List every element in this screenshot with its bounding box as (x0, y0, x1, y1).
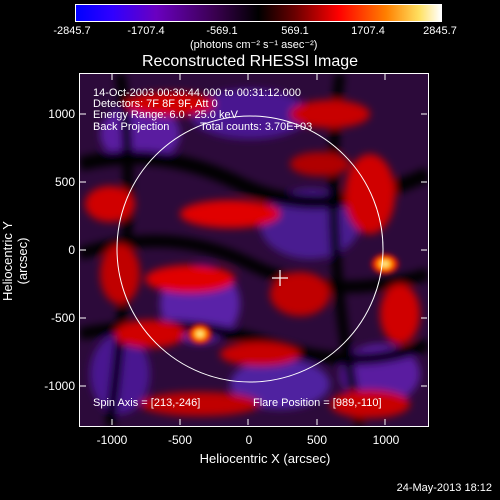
x-tick: -1000 (96, 433, 128, 447)
x-tick: 1000 (372, 433, 400, 447)
colorbar-units: (photons cm⁻² s⁻¹ asec⁻²) (190, 39, 318, 51)
total-counts: Total counts: 3.70E+03 (200, 121, 313, 133)
method: Back Projection (93, 121, 170, 133)
time-range: 14-Oct-2003 00:30:44.000 to 00:31:12.000 (93, 87, 301, 99)
energy-range: Energy Range: 6.0 - 25.0 keV (93, 109, 238, 121)
x-tick: 500 (306, 433, 328, 447)
flare-position: Flare Position = [989,-110] (253, 397, 382, 409)
x-tick: -500 (167, 433, 193, 447)
y-tick: 1000 (48, 107, 75, 121)
y-axis-label: Heliocentric Y (arcsec) (0, 221, 30, 301)
y-tick: -500 (50, 311, 75, 325)
colorbar (75, 4, 442, 22)
rhessi-image (80, 74, 428, 426)
colorbar-tick: 569.1 (281, 25, 309, 37)
image-frame (79, 73, 429, 427)
spin-axis: Spin Axis = [213,-246] (93, 397, 201, 409)
detectors: Detectors: 7F 8F 9F, Att 0 (93, 98, 218, 110)
colorbar-tick: -1707.4 (127, 25, 165, 37)
y-tick: -1000 (44, 379, 75, 393)
solar-limb-circle (116, 115, 384, 383)
colorbar-tick: -2845.7 (53, 25, 91, 37)
y-tick: 0 (68, 243, 75, 257)
x-axis-label: Heliocentric X (arcsec) (199, 451, 331, 466)
colorbar-tick: -569.1 (206, 25, 238, 37)
y-tick: 500 (54, 175, 75, 189)
colorbar-tick: 2845.7 (423, 25, 457, 37)
colorbar-tick: 1707.4 (351, 25, 385, 37)
x-tick: 0 (245, 433, 253, 447)
plot-title: Reconstructed RHESSI Image (141, 53, 359, 70)
footer-timestamp: 24-May-2013 18:12 (396, 482, 492, 494)
spin-axis-marker (272, 270, 288, 286)
